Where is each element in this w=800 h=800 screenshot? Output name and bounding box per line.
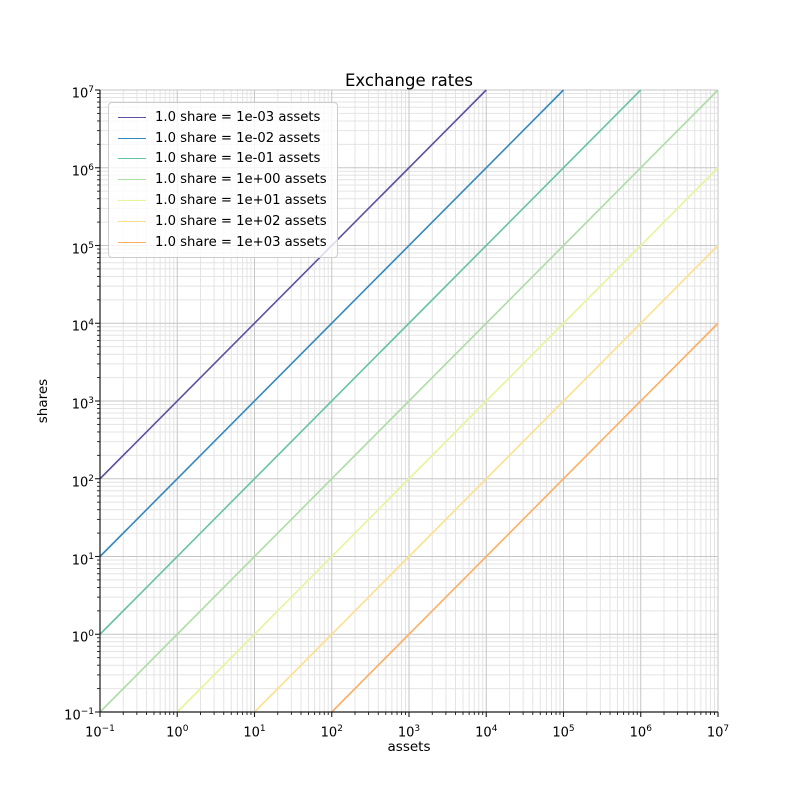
series-line-3: [99, 89, 719, 713]
legend-line-sample: [118, 116, 146, 118]
series-line-4: [176, 167, 719, 713]
legend-item-label: 1.0 share = 1e+03 assets: [155, 234, 327, 250]
x-tick-label: 100: [166, 724, 189, 741]
y-tick-label: 102: [71, 473, 94, 491]
legend-item: 1.0 share = 1e+02 assets: [118, 211, 327, 232]
y-tick-label: 10−1: [64, 707, 94, 724]
x-tick-label: 106: [629, 724, 652, 741]
legend-line-sample: [118, 220, 146, 222]
y-tick-label: 101: [71, 551, 94, 568]
x-tick-label: 101: [243, 724, 266, 741]
legend-item-label: 1.0 share = 1e+02 assets: [155, 213, 327, 229]
series-line-0: [99, 89, 487, 480]
legend-line-sample: [118, 241, 146, 243]
x-tick-label: 102: [320, 724, 343, 741]
legend-item-label: 1.0 share = 1e-01 assets: [155, 151, 321, 167]
legend-line-sample: [118, 179, 146, 181]
x-tick-label: 103: [397, 724, 421, 741]
legend-item: 1.0 share = 1e+00 assets: [118, 169, 327, 190]
legend-item: 1.0 share = 1e-02 assets: [118, 128, 327, 149]
y-tick-label: 103: [71, 396, 94, 413]
x-tick-label: 107: [706, 724, 730, 741]
legend-item: 1.0 share = 1e+01 assets: [118, 190, 327, 211]
legend-item-label: 1.0 share = 1e-03 assets: [155, 109, 321, 125]
y-tick-label: 100: [71, 629, 94, 646]
x-tick-label: 105: [552, 724, 575, 741]
y-tick-label: 107: [71, 85, 94, 102]
series-line-1: [99, 89, 565, 558]
legend-item-label: 1.0 share = 1e+01 assets: [155, 193, 327, 209]
series-line-2: [99, 89, 642, 635]
legend: 1.0 share = 1e-03 assets 1.0 share = 1e-0…: [108, 102, 338, 258]
legend-line-sample: [118, 137, 146, 139]
legend-line-sample: [118, 200, 146, 202]
tick-marks: [95, 89, 719, 717]
legend-item: 1.0 share = 1e-03 assets: [118, 107, 327, 128]
legend-item: 1.0 share = 1e-01 assets: [118, 149, 327, 170]
series-line-6: [331, 322, 719, 713]
y-tick-label: 106: [71, 162, 94, 180]
x-tick-label: 10−1: [85, 724, 115, 741]
chart-title: Exchange rates: [345, 71, 473, 90]
legend-line-sample: [118, 158, 146, 160]
legend-item-label: 1.0 share = 1e+00 assets: [155, 172, 327, 188]
y-tick-label: 104: [71, 318, 94, 335]
y-axis-label: shares: [35, 378, 51, 424]
legend-item-label: 1.0 share = 1e-02 assets: [155, 130, 321, 146]
y-tick-label: 105: [71, 240, 94, 257]
series-line-5: [253, 244, 719, 713]
x-axis-label: assets: [387, 739, 431, 755]
x-tick-label: 104: [475, 724, 498, 741]
legend-item: 1.0 share = 1e+03 assets: [118, 232, 327, 253]
